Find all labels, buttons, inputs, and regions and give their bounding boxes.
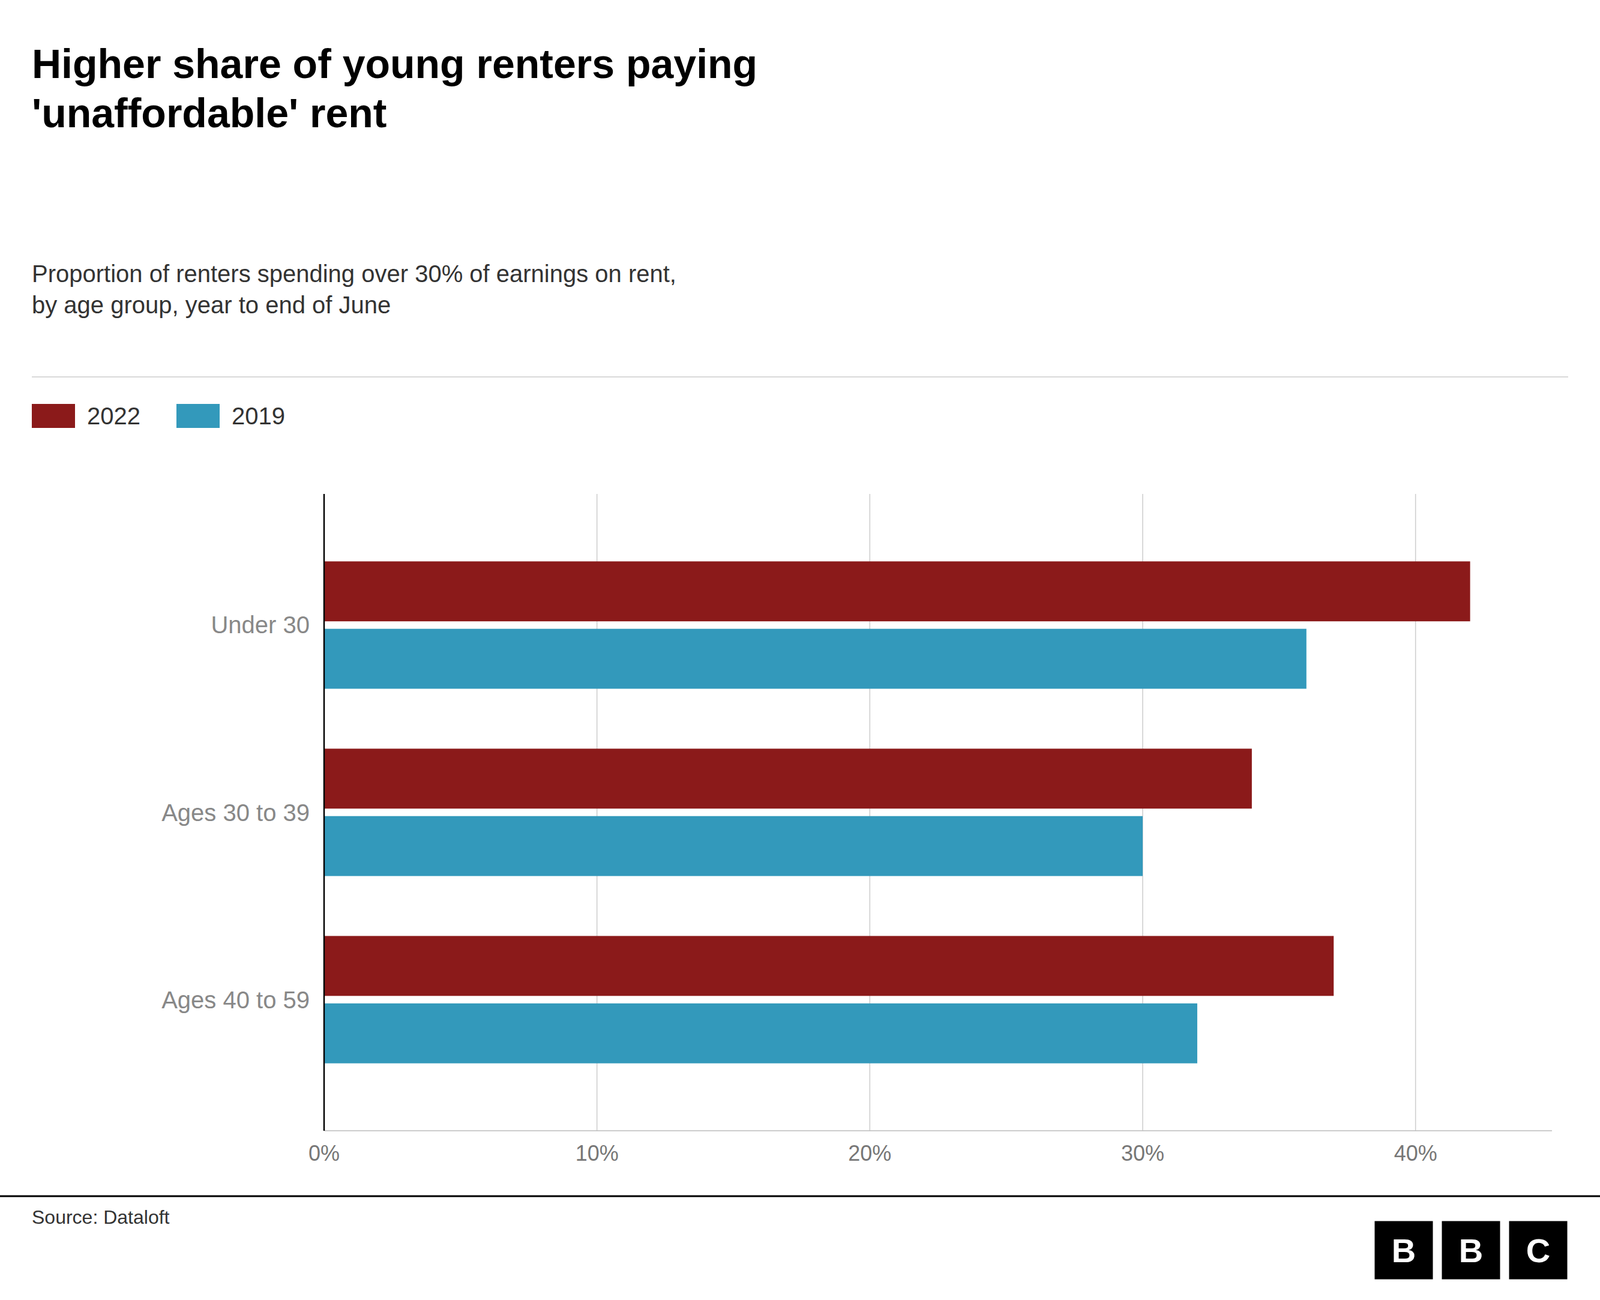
x-tick-label: 40% (1394, 1140, 1438, 1166)
logo-letter: B (1458, 1231, 1483, 1270)
chart: Higher share of young renters paying'una… (0, 0, 1600, 1300)
logo-letter: B (1391, 1231, 1416, 1270)
title: Higher share of young renters paying'una… (31, 40, 758, 136)
legend-swatch (31, 403, 76, 428)
bar (324, 1003, 1198, 1064)
x-tick-label: 30% (1121, 1140, 1165, 1166)
bars (324, 561, 1471, 1063)
logo-box (1373, 1220, 1434, 1281)
legend-label: 2022 (87, 402, 141, 430)
bar (324, 816, 1143, 877)
grid-line (323, 493, 325, 1131)
bar (324, 748, 1252, 809)
bar (324, 628, 1307, 689)
subtitle: Proportion of renters spending over 30% … (31, 260, 677, 319)
logo-box (1508, 1220, 1569, 1281)
legend-swatch (176, 403, 220, 428)
title-line: 'unaffordable' rent (31, 90, 387, 136)
subtitle-line: Proportion of renters spending over 30% … (31, 260, 677, 287)
logo-letter: C (1526, 1231, 1551, 1270)
separator (31, 376, 1569, 378)
category-label: Ages 30 to 39 (161, 799, 310, 826)
bar (324, 935, 1334, 996)
bar (324, 561, 1471, 622)
subtitle-line: by age group, year to end of June (31, 291, 391, 319)
background (0, 0, 1600, 1300)
x-axis-line (324, 1130, 1552, 1132)
x-tick-label: 0% (308, 1140, 340, 1166)
logo-box (1440, 1220, 1501, 1281)
x-tick-label: 20% (848, 1140, 892, 1166)
source: Source: Dataloft (31, 1206, 170, 1228)
category-label: Ages 40 to 59 (161, 986, 310, 1014)
bottom-separator (0, 1195, 1600, 1198)
legend-label: 2019 (231, 402, 286, 430)
title-line: Higher share of young renters paying (31, 40, 758, 87)
zero-line (323, 493, 326, 1131)
x-tick-label: 10% (575, 1140, 619, 1166)
category-label: Under 30 (210, 611, 310, 638)
